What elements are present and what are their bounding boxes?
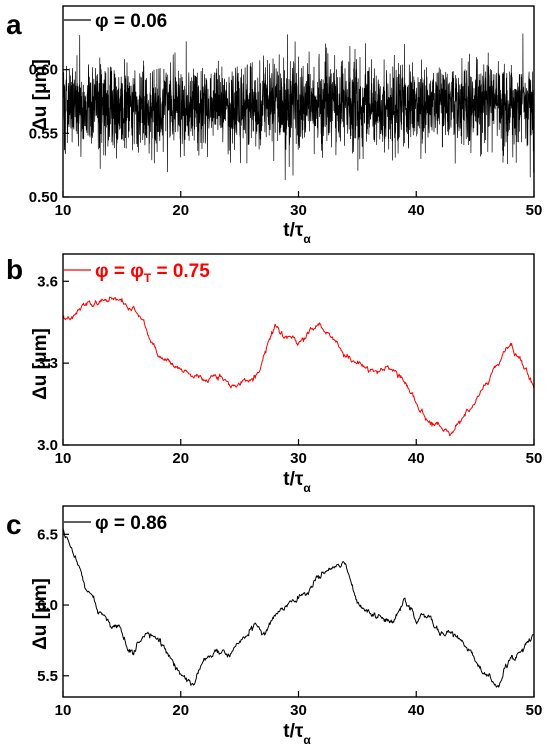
panel-c-plot-area: 10 20 30 40 50 5.5 6.0 6.5 <box>37 505 543 719</box>
panel-a-legend-label: φ = 0.06 <box>95 11 167 32</box>
panel-c-y-tick-label: 6.5 <box>37 526 58 543</box>
panel-a-x-tick-label: 50 <box>526 202 543 219</box>
panel-b-x-axis-label-subscript: α <box>303 481 311 495</box>
panel-b-legend-label-subscript: T <box>144 271 152 285</box>
panel-c-x-tick-label: 30 <box>290 702 307 719</box>
panel-c-x-tick-label: 40 <box>408 702 425 719</box>
panel-b-y-axis-label: Δu [μm] <box>30 328 51 400</box>
panel-b-x-tick-label: 50 <box>526 450 543 467</box>
panel-a-series-line <box>62 33 535 181</box>
panel-b-x-tick-label: 30 <box>290 450 307 467</box>
panel-a-y-axis-label: Δu [μm] <box>30 59 51 131</box>
panel-a-x-tick-label: 40 <box>408 202 425 219</box>
panel-a-x-axis-label-subscript: α <box>303 232 311 246</box>
panel-c-series-line <box>62 528 535 688</box>
panel-b-series-line <box>62 296 535 437</box>
panel-a-x-tick-label: 20 <box>172 202 189 219</box>
panel-b-x-axis-label: t/τα <box>283 469 311 495</box>
panel-c-y-tick-label: 6.0 <box>37 597 58 614</box>
panel-c-x-tick-label: 10 <box>55 702 72 719</box>
panel-c-legend: φ = 0.86 <box>64 513 167 534</box>
panel-a-x-axis-label: t/τα <box>283 220 311 246</box>
panel-c-letter: c <box>6 509 22 540</box>
panel-b-legend: φ = φT = 0.75 <box>64 261 210 285</box>
panel-b-plot-area: 10 20 30 40 50 3.0 3.3 3.6 <box>37 253 543 467</box>
panel-b: b 10 20 30 40 50 3.0 3.3 3.6 φ = φT = 0.75 Δu [… <box>6 253 543 495</box>
panel-a: a 10 20 30 40 50 0.50 0.55 0.60 φ = 0.06 Δu [μm… <box>6 5 543 246</box>
panel-a-plot-area: 10 20 30 40 50 0.50 0.55 0.60 <box>29 5 543 219</box>
panel-b-x-tick-label: 20 <box>172 450 189 467</box>
panel-c-frame <box>62 505 535 698</box>
panel-c: c 10 20 30 40 50 5.5 6.0 6.5 φ = 0.86 Δu [μm] t… <box>6 505 543 747</box>
panel-c-y-tick-label: 5.5 <box>37 668 58 685</box>
panel-a-y-tick-label: 0.50 <box>29 189 58 206</box>
panel-c-legend-label: φ = 0.86 <box>95 513 167 534</box>
panel-b-letter: b <box>6 254 23 285</box>
panel-c-x-tick-label: 20 <box>172 702 189 719</box>
panel-b-legend-label-value: = 0.75 <box>151 261 210 282</box>
panel-b-legend-label-main: φ = φ <box>95 261 144 282</box>
panel-c-x-axis-label-subscript: α <box>303 733 311 747</box>
panel-b-x-axis-label-main: t/τ <box>283 469 304 490</box>
panel-a-y-tick-label: 0.55 <box>29 125 58 142</box>
panel-a-y-tick-label: 0.60 <box>29 62 58 79</box>
panel-b-x-tick-label: 10 <box>55 450 72 467</box>
panel-b-y-tick-label: 3.6 <box>37 273 58 290</box>
panel-b-y-tick-label: 3.0 <box>37 437 58 454</box>
panel-b-x-tick-label: 40 <box>408 450 425 467</box>
panel-c-x-tick-label: 50 <box>526 702 543 719</box>
panel-c-y-axis-label: Δu [μm] <box>30 578 51 650</box>
panel-a-x-tick-label: 10 <box>55 202 72 219</box>
panel-b-legend-label: φ = φT = 0.75 <box>95 261 210 285</box>
panel-a-legend: φ = 0.06 <box>64 11 167 32</box>
panel-b-y-tick-label: 3.3 <box>37 355 58 372</box>
panel-c-x-axis-label-main: t/τ <box>283 721 304 742</box>
panel-a-x-axis-label-main: t/τ <box>283 220 304 241</box>
panel-a-x-tick-label: 30 <box>290 202 307 219</box>
panel-a-letter: a <box>6 9 22 40</box>
panel-c-x-axis-label: t/τα <box>283 721 311 747</box>
